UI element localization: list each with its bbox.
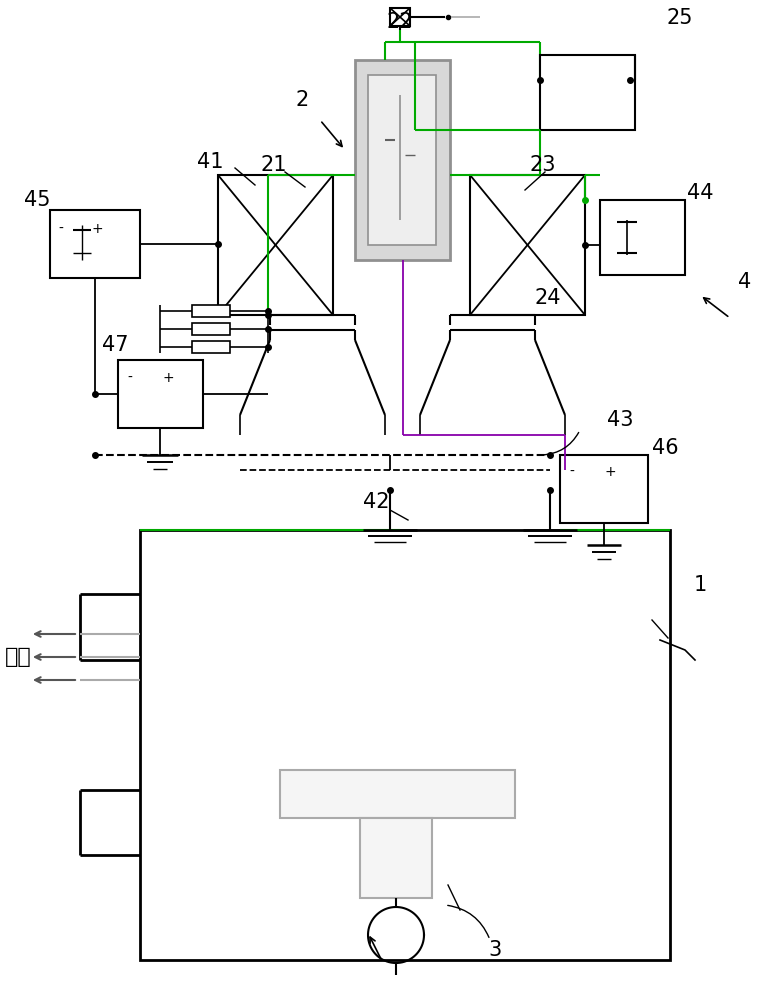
Text: 3: 3 — [489, 940, 502, 960]
Bar — [192, 323, 230, 335]
Bar — [192, 341, 230, 353]
Bar — [470, 175, 585, 315]
Text: +: + — [604, 465, 616, 479]
Bar — [368, 75, 436, 245]
Text: 1: 1 — [693, 575, 707, 595]
Text: 22: 22 — [387, 12, 413, 32]
Text: 23: 23 — [530, 155, 556, 175]
Text: 44: 44 — [687, 183, 713, 203]
Text: 4: 4 — [739, 272, 752, 292]
Text: 2: 2 — [296, 90, 309, 110]
Bar — [118, 360, 203, 428]
Bar — [360, 818, 432, 898]
Text: 47: 47 — [102, 335, 128, 355]
Text: 45: 45 — [24, 190, 50, 210]
Text: +: + — [91, 222, 103, 236]
Bar — [355, 60, 450, 260]
Text: +: + — [162, 371, 174, 385]
Bar — [540, 55, 635, 130]
Bar — [218, 175, 333, 315]
Text: 抽气: 抽气 — [5, 647, 32, 667]
Text: 25: 25 — [667, 8, 693, 28]
Bar — [280, 770, 515, 818]
Bar — [192, 305, 230, 317]
Bar — [390, 8, 410, 26]
Text: -: - — [128, 371, 132, 385]
Text: 21: 21 — [261, 155, 287, 175]
Bar — [560, 455, 648, 523]
Text: -: - — [569, 465, 575, 479]
Text: 46: 46 — [651, 438, 679, 458]
Bar — [600, 200, 685, 275]
Text: 43: 43 — [606, 410, 633, 430]
Text: 24: 24 — [535, 288, 561, 308]
Bar — [50, 210, 140, 278]
Text: -: - — [59, 222, 63, 236]
Text: 41: 41 — [197, 152, 223, 172]
Bar — [140, 530, 670, 960]
Text: 42: 42 — [363, 492, 389, 512]
